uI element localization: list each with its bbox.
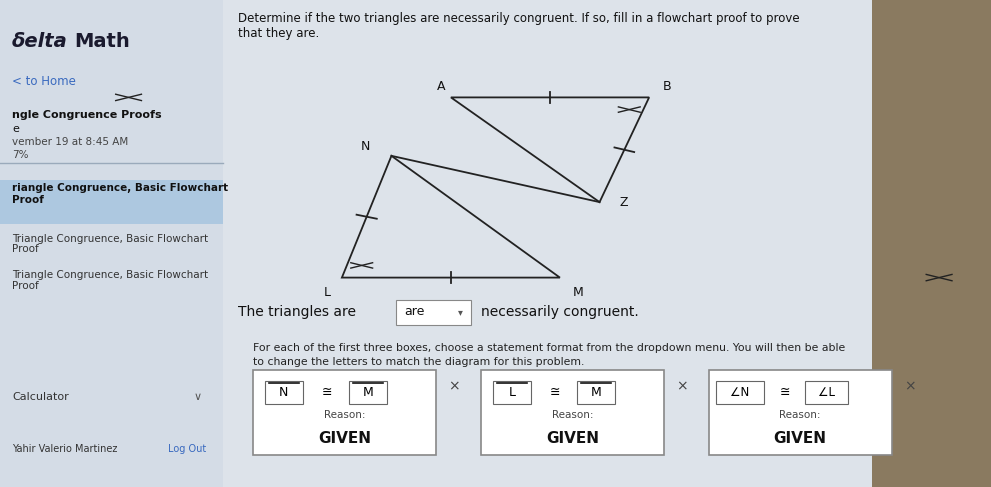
Text: Reason:: Reason: [780,411,821,420]
Text: A: A [437,79,445,93]
Text: ×: × [448,380,460,394]
Text: GIVEN: GIVEN [318,431,371,446]
Text: Log Out: Log Out [168,444,207,454]
Text: The triangles are: The triangles are [238,305,356,318]
Bar [709,370,892,455]
Text: Calculator: Calculator [12,392,68,402]
Bar [253,370,436,455]
Text: ×: × [904,380,916,394]
Text: ≅: ≅ [321,386,332,399]
Text: < to Home: < to Home [12,75,75,89]
Text: L: L [323,286,331,300]
Text: L: L [508,386,515,399]
Bar [0,180,223,224]
Text: GIVEN: GIVEN [774,431,826,446]
Text: that they are.: that they are. [238,27,319,40]
Bar [223,0,872,487]
Text: ≅: ≅ [549,386,560,399]
Text: B: B [663,79,671,93]
Bar [577,381,614,404]
Text: Math: Math [74,32,130,51]
Bar [805,381,848,404]
Text: Reason:: Reason: [324,411,365,420]
Text: GIVEN: GIVEN [546,431,599,446]
Bar [350,381,386,404]
Text: Determine if the two triangles are necessarily congruent. If so, fill in a flowc: Determine if the two triangles are neces… [238,12,800,25]
Bar [872,0,991,487]
Text: ngle Congruence Proofs: ngle Congruence Proofs [12,110,162,120]
Text: vember 19 at 8:45 AM: vember 19 at 8:45 AM [12,137,128,148]
Text: e: e [12,124,19,134]
Text: Z: Z [619,196,628,208]
Text: Proof: Proof [12,195,44,205]
Text: Proof: Proof [12,281,39,291]
Bar [0,0,223,487]
Bar [396,300,471,325]
Text: ×: × [676,380,688,394]
Text: M: M [363,386,374,399]
Bar [266,381,303,404]
Text: M: M [573,286,583,300]
Text: riangle Congruence, Basic Flowchart: riangle Congruence, Basic Flowchart [12,183,228,193]
Text: ∠L: ∠L [818,386,835,399]
Text: Yahir Valerio Martinez: Yahir Valerio Martinez [12,444,117,454]
Text: Triangle Congruence, Basic Flowchart: Triangle Congruence, Basic Flowchart [12,270,208,281]
Text: necessarily congruent.: necessarily congruent. [481,305,638,318]
Bar [494,381,531,404]
Text: ▾: ▾ [458,307,463,317]
Text: 7%: 7% [12,150,29,160]
Bar [481,370,664,455]
Text: ∨: ∨ [193,392,201,402]
Text: N: N [361,140,370,153]
Text: ≅: ≅ [780,386,791,399]
Text: δelta: δelta [12,32,67,51]
Text: Reason:: Reason: [552,411,593,420]
Bar [716,381,764,404]
Text: are: are [404,305,425,318]
Text: M: M [591,386,602,399]
Text: Triangle Congruence, Basic Flowchart: Triangle Congruence, Basic Flowchart [12,234,208,244]
Text: For each of the first three boxes, choose a statement format from the dropdown m: For each of the first three boxes, choos… [253,343,845,354]
Text: ∠N: ∠N [730,386,749,399]
Text: N: N [279,386,288,399]
Text: to change the letters to match the diagram for this problem.: to change the letters to match the diagr… [253,357,584,367]
Text: Proof: Proof [12,244,39,255]
